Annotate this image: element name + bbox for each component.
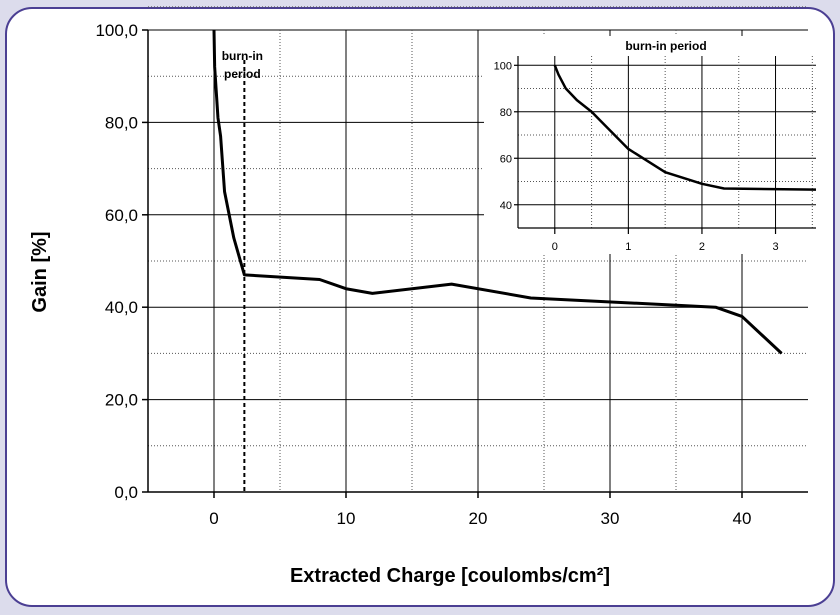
y-tick-label: 60,0 [105, 206, 138, 225]
inset-plot: burn-in period 40 60 80 100 0 1 2 3 [484, 36, 826, 254]
inset-background [484, 36, 826, 254]
inset-x-tick-label: 3 [772, 241, 778, 253]
x-tick-label: 30 [601, 509, 620, 528]
x-tick-label: 0 [209, 509, 218, 528]
inset-gain-line [553, 64, 817, 191]
x-axis-label: Extracted Charge [coulombs/cm²] [290, 565, 610, 587]
y-tick-label: 20,0 [105, 391, 138, 410]
inset-y-tick-label: 100 [494, 60, 512, 72]
y-tick-label: 80,0 [105, 113, 138, 132]
inset-title: burn-in period [625, 39, 706, 53]
inset-y-tick-label: 80 [500, 107, 512, 119]
inset-x-tick-label: 2 [699, 241, 705, 253]
burn-in-annotation: burn-in [222, 49, 263, 63]
inset-x-tick-label: 1 [625, 241, 631, 253]
burn-in-annotation: period [224, 67, 261, 81]
inset-y-tick-label: 40 [500, 200, 512, 212]
inset-x-tick-label: 0 [552, 241, 558, 253]
x-tick-label: 40 [733, 509, 752, 528]
x-tick-label: 10 [337, 509, 356, 528]
x-tick-label: 20 [469, 509, 488, 528]
y-tick-label: 40,0 [105, 298, 138, 317]
inset-y-tick-label: 60 [500, 153, 512, 165]
y-tick-label: 100,0 [95, 21, 138, 40]
y-tick-label: 0,0 [114, 483, 138, 502]
y-axis-label: Gain [%] [29, 231, 51, 312]
gain-line [212, 29, 783, 355]
